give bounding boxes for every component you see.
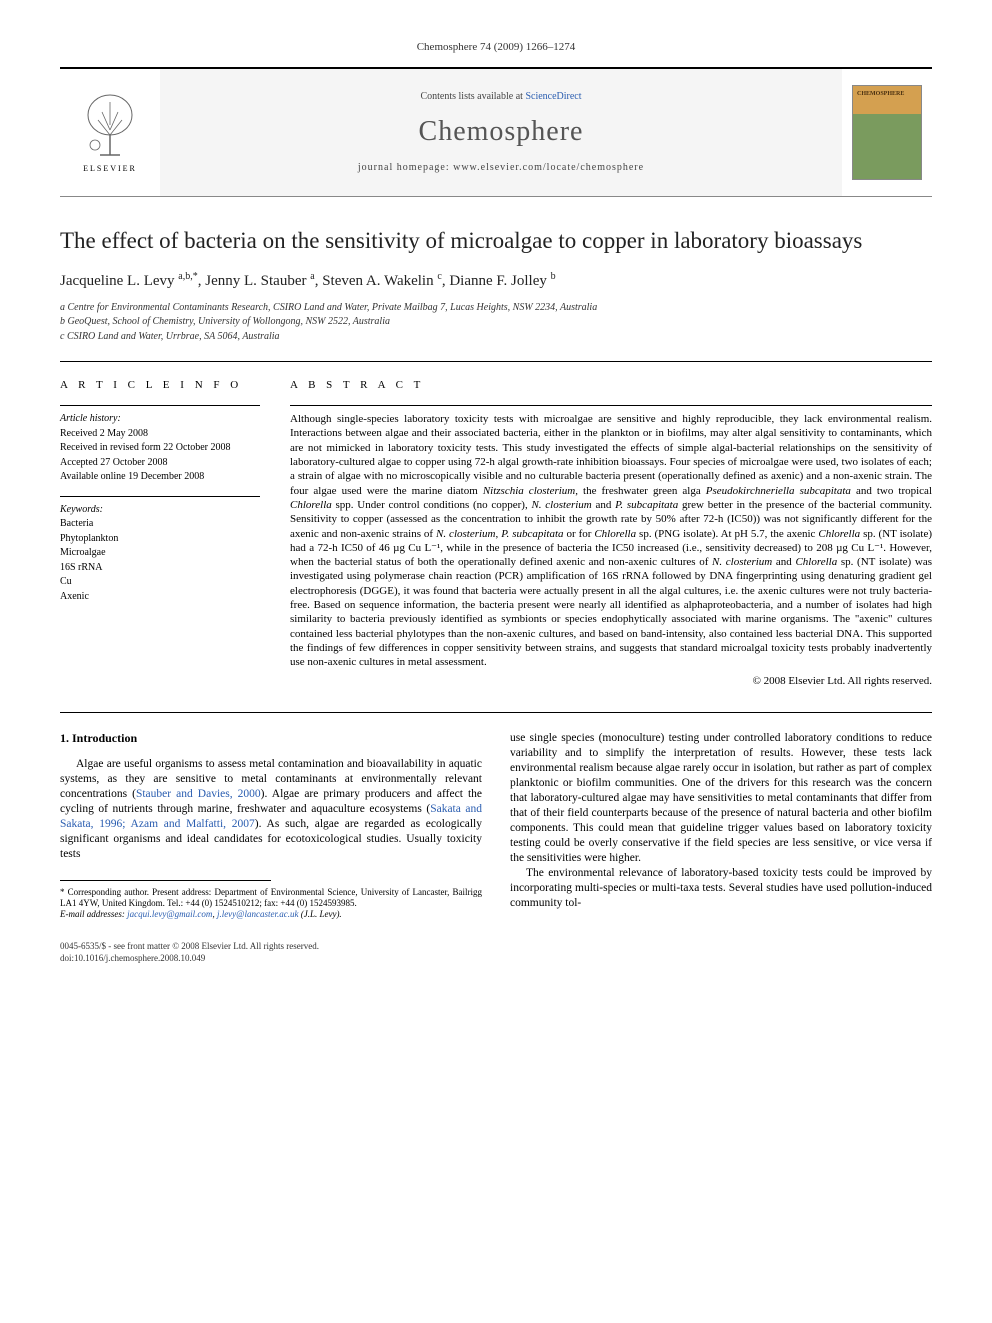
keyword-1: Phytoplankton [60, 532, 260, 546]
citation-sakata-azam[interactable]: Sakata and Sakata, 1996; Azam and Malfat… [60, 803, 482, 830]
email-author: (J.L. Levy). [298, 909, 341, 919]
keyword-5: Axenic [60, 590, 260, 604]
intro-paragraph-1: Algae are useful organisms to assess met… [60, 757, 482, 862]
author-list: Jacqueline L. Levy a,b,*, Jenny L. Staub… [60, 270, 932, 291]
history-revised: Received in revised form 22 October 2008 [60, 441, 260, 455]
body-columns: 1. Introduction Algae are useful organis… [60, 731, 932, 920]
body-right-column: use single species (monoculture) testing… [510, 731, 932, 920]
journal-name: Chemosphere [419, 113, 584, 151]
corresponding-author-footnote: * Corresponding author. Present address:… [60, 887, 482, 921]
citation-stauber-davies[interactable]: Stauber and Davies, 2000 [136, 788, 261, 800]
affiliations: a Centre for Environmental Contaminants … [60, 301, 932, 344]
affiliation-a: a Centre for Environmental Contaminants … [60, 301, 932, 315]
history-online: Available online 19 December 2008 [60, 470, 260, 484]
abstract-copyright: © 2008 Elsevier Ltd. All rights reserved… [290, 674, 932, 689]
keywords-section: Keywords: Bacteria Phytoplankton Microal… [60, 496, 260, 604]
section-1-heading: 1. Introduction [60, 731, 482, 747]
email-1[interactable]: jacqui.levy@gmail.com [127, 909, 212, 919]
email-footnote: E-mail addresses: jacqui.levy@gmail.com,… [60, 909, 482, 920]
journal-homepage-line: journal homepage: www.elsevier.com/locat… [358, 161, 644, 175]
keyword-2: Microalgae [60, 546, 260, 560]
keyword-0: Bacteria [60, 517, 260, 531]
intro-paragraph-2: The environmental relevance of laborator… [510, 866, 932, 911]
email-2[interactable]: j.levy@lancaster.ac.uk [217, 909, 299, 919]
publisher-name: ELSEVIER [83, 164, 137, 175]
affiliation-c: c CSIRO Land and Water, Urrbrae, SA 5064… [60, 330, 932, 344]
keywords-label: Keywords: [60, 503, 260, 517]
keyword-3: 16S rRNA [60, 561, 260, 575]
homepage-prefix: journal homepage: [358, 162, 453, 173]
footnote-divider [60, 880, 271, 881]
page-footer: 0045-6535/$ - see front matter © 2008 El… [60, 940, 932, 964]
journal-cover-box: CHEMOSPHERE [842, 69, 932, 196]
publisher-logo-box: ELSEVIER [60, 69, 160, 196]
footer-doi: doi:10.1016/j.chemosphere.2008.10.049 [60, 952, 932, 964]
article-title: The effect of bacteria on the sensitivit… [60, 227, 932, 256]
corresponding-note: * Corresponding author. Present address:… [60, 887, 482, 910]
contents-prefix: Contents lists available at [420, 91, 525, 102]
journal-cover-thumbnail: CHEMOSPHERE [852, 85, 922, 180]
section-title: Introduction [72, 731, 137, 745]
keyword-4: Cu [60, 575, 260, 589]
footer-front-matter: 0045-6535/$ - see front matter © 2008 El… [60, 940, 932, 952]
section-number: 1. [60, 731, 69, 745]
affiliation-b: b GeoQuest, School of Chemistry, Univers… [60, 315, 932, 329]
abstract-heading: A B S T R A C T [290, 378, 932, 393]
email-label: E-mail addresses: [60, 909, 127, 919]
elsevier-tree-icon [80, 90, 140, 160]
article-info-heading: A R T I C L E I N F O [60, 378, 260, 393]
history-accepted: Accepted 27 October 2008 [60, 456, 260, 470]
history-label: Article history: [60, 412, 260, 426]
article-history-section: Article history: Received 2 May 2008 Rec… [60, 405, 260, 484]
info-abstract-row: A R T I C L E I N F O Article history: R… [60, 361, 932, 688]
homepage-url[interactable]: www.elsevier.com/locate/chemosphere [453, 162, 644, 173]
body-left-column: 1. Introduction Algae are useful organis… [60, 731, 482, 920]
cover-title: CHEMOSPHERE [857, 90, 904, 98]
page-citation: Chemosphere 74 (2009) 1266–1274 [60, 40, 932, 55]
journal-banner: ELSEVIER Contents lists available at Sci… [60, 67, 932, 197]
section-divider [60, 712, 932, 713]
article-info-column: A R T I C L E I N F O Article history: R… [60, 378, 260, 688]
elsevier-logo: ELSEVIER [70, 82, 150, 182]
abstract-column: A B S T R A C T Although single-species … [290, 378, 932, 688]
banner-center: Contents lists available at ScienceDirec… [160, 69, 842, 196]
contents-available-line: Contents lists available at ScienceDirec… [420, 90, 581, 104]
history-received: Received 2 May 2008 [60, 427, 260, 441]
abstract-text: Although single-species laboratory toxic… [290, 405, 932, 669]
intro-paragraph-1-cont: use single species (monoculture) testing… [510, 731, 932, 865]
sciencedirect-link[interactable]: ScienceDirect [525, 91, 581, 102]
